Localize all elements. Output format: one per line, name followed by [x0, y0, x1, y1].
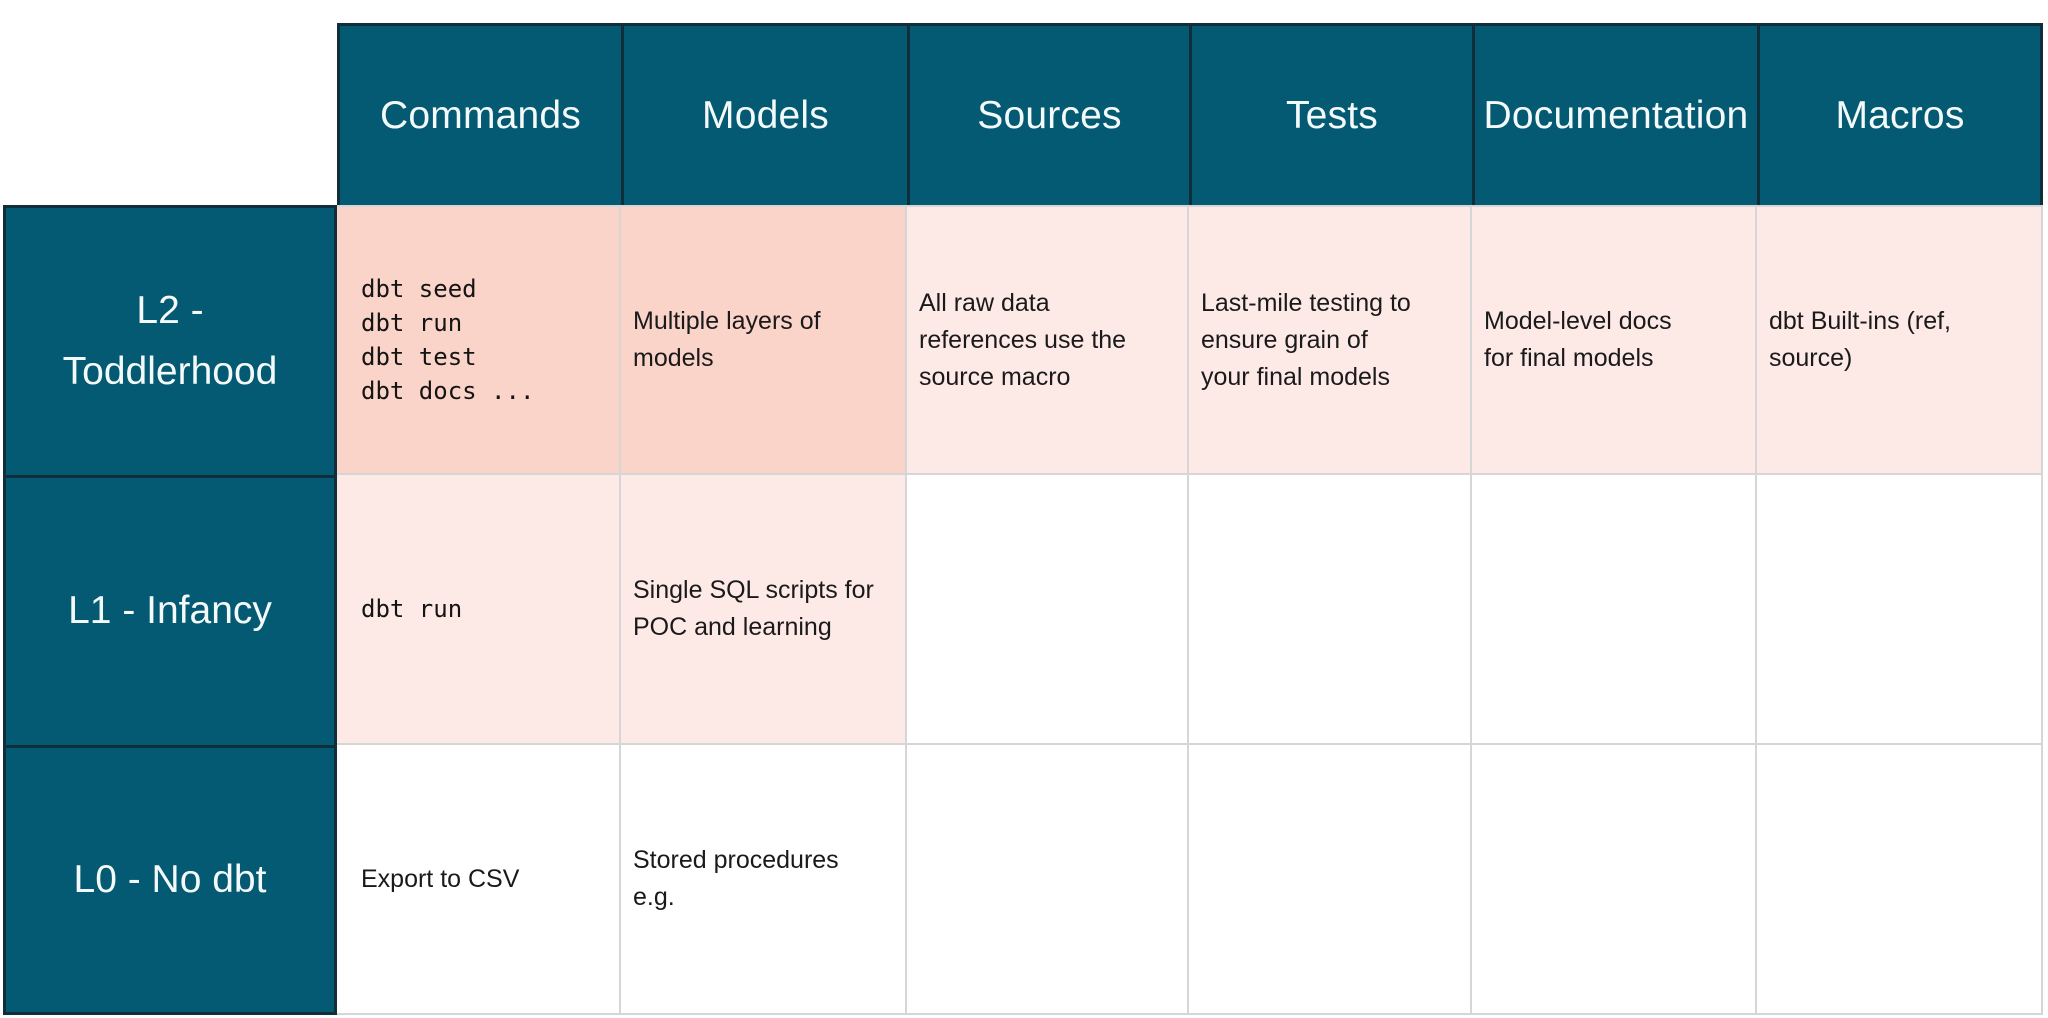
cell-l1-commands: dbt run — [337, 475, 621, 745]
column-header-tests: Tests — [1189, 23, 1472, 205]
cell-l2-sources: All raw data references use the source m… — [907, 205, 1189, 475]
cell-l0-sources — [907, 745, 1189, 1015]
cell-l0-documentation — [1472, 745, 1757, 1015]
row-header-l0-no-dbt: L0 - No dbt — [3, 745, 337, 1015]
cell-l0-macros — [1757, 745, 2043, 1015]
cell-l2-documentation: Model-level docs for final models — [1472, 205, 1757, 475]
column-header-sources: Sources — [907, 23, 1189, 205]
column-header-documentation: Documentation — [1472, 23, 1757, 205]
cell-l1-sources — [907, 475, 1189, 745]
cell-l2-models: Multiple layers of models — [621, 205, 907, 475]
cell-l0-commands: Export to CSV — [337, 745, 621, 1015]
row-header-l1-infancy: L1 - Infancy — [3, 475, 337, 745]
corner-spacer — [3, 23, 337, 205]
cell-l1-macros — [1757, 475, 2043, 745]
cell-l1-models: Single SQL scripts for POC and learning — [621, 475, 907, 745]
cell-l2-macros: dbt Built-ins (ref, source) — [1757, 205, 2043, 475]
column-header-macros: Macros — [1757, 23, 2043, 205]
column-header-commands: Commands — [337, 23, 621, 205]
cell-l2-commands: dbt seed dbt run dbt test dbt docs ... — [337, 205, 621, 475]
cell-l0-tests — [1189, 745, 1472, 1015]
row-header-l2-toddlerhood: L2 - Toddlerhood — [3, 205, 337, 475]
maturity-matrix-table: Commands Models Sources Tests Documentat… — [3, 23, 2043, 1015]
cell-l2-tests: Last-mile testing to ensure grain of you… — [1189, 205, 1472, 475]
cell-l1-documentation — [1472, 475, 1757, 745]
cell-l1-tests — [1189, 475, 1472, 745]
column-header-models: Models — [621, 23, 907, 205]
cell-l0-models: Stored procedures e.g. — [621, 745, 907, 1015]
